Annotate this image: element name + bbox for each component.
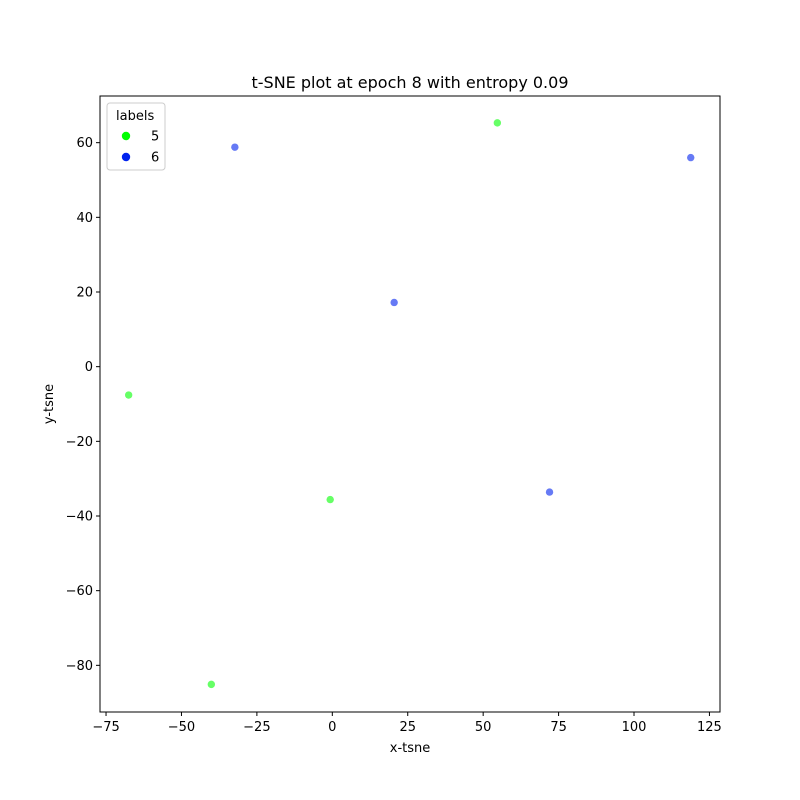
scatter-point-label-6 — [687, 153, 695, 162]
scatter-point-label-5 — [207, 680, 216, 689]
scatter-point-label-6 — [390, 298, 398, 307]
x-tick-label: −75 — [92, 720, 119, 735]
legend-box — [106, 102, 166, 171]
scatter-point-label-6 — [231, 143, 239, 151]
x-tick-label: 125 — [697, 720, 722, 735]
x-tick-label: 75 — [550, 720, 567, 735]
x-tick-label: 0 — [328, 720, 336, 735]
y-tick-label: −80 — [66, 659, 93, 674]
scatter-point-label-5 — [493, 119, 502, 127]
chart-title: t-SNE plot at epoch 8 with entropy 0.09 — [252, 73, 569, 92]
x-tick-label: 50 — [475, 720, 492, 735]
legend-marker-6 — [121, 152, 131, 162]
legend-entry-label: 6 — [151, 151, 159, 166]
y-tick-label: 0 — [85, 360, 93, 375]
legend-entries: 56 — [121, 130, 159, 166]
plot-frame — [99, 95, 721, 713]
legend-entry-label: 5 — [151, 130, 159, 145]
y-tick-label: 60 — [76, 136, 93, 151]
scatter-point-label-6 — [545, 488, 554, 496]
legend-marker-5 — [121, 131, 131, 141]
x-tick-label: −25 — [243, 720, 270, 735]
y-axis-label: y-tsne — [42, 384, 57, 424]
y-tick-label: −60 — [66, 584, 93, 599]
data-points — [124, 119, 695, 689]
legend-title: labels — [116, 109, 154, 124]
x-tick-label: 100 — [622, 720, 647, 735]
scatter-point-label-5 — [326, 495, 334, 504]
x-tick-label: 25 — [399, 720, 416, 735]
x-axis-ticks: −75 −50 −25 0 25 50 75 100 125 — [92, 712, 722, 735]
scatter-point-label-5 — [124, 391, 133, 399]
plot-area — [100, 96, 720, 712]
y-tick-label: −20 — [66, 435, 93, 450]
y-tick-label: −40 — [66, 510, 93, 525]
x-tick-label: −50 — [168, 720, 195, 735]
y-axis-ticks: −80 −60 −40 −20 0 20 40 60 — [66, 136, 100, 674]
y-tick-label: 20 — [76, 286, 93, 301]
x-axis-label: x-tsne — [390, 741, 431, 756]
y-tick-label: 40 — [76, 211, 93, 226]
legend: labels 56 — [106, 102, 166, 171]
